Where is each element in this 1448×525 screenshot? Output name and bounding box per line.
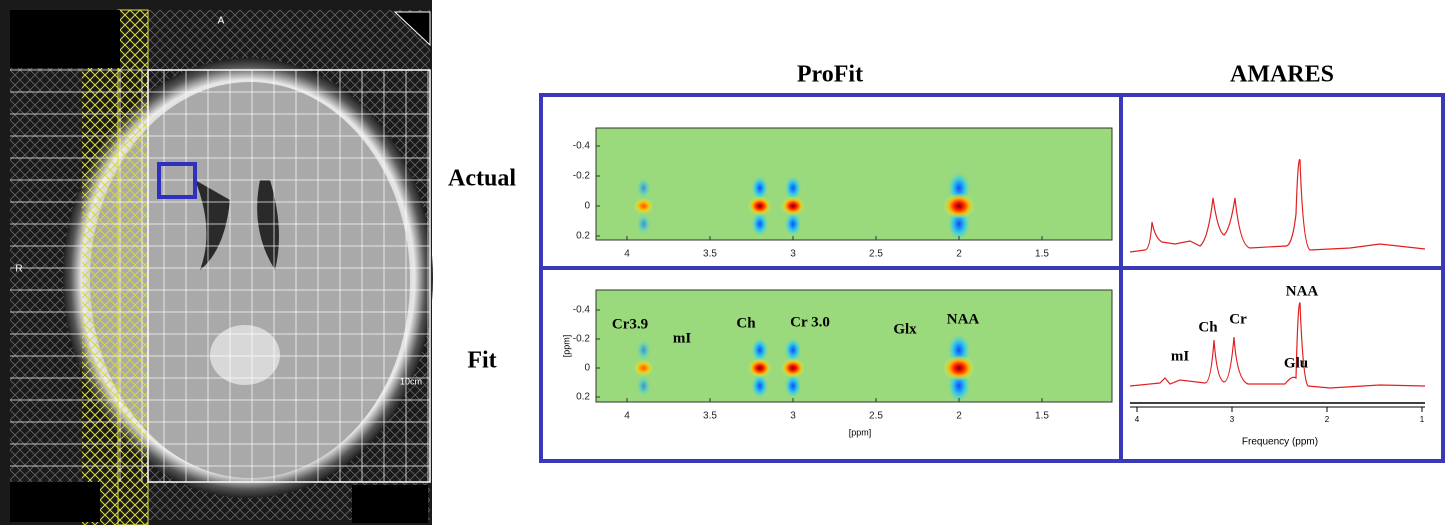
- y-tick-label: 0.2: [576, 392, 590, 403]
- x-tick-label: 2: [956, 249, 962, 260]
- orientation-label: A: [218, 16, 225, 27]
- x-tick-label: 2: [1325, 415, 1330, 424]
- negative-lobe: [785, 212, 802, 236]
- x-tick-label: 2: [956, 411, 962, 422]
- peak-label: mI: [1171, 348, 1189, 364]
- negative-lobe: [637, 340, 651, 360]
- y-axis-label: [ppm]: [561, 335, 571, 358]
- figure: A R 10cm ProFit AMARES Actual Fit 4 3.5 3 2…: [0, 0, 1448, 525]
- negative-lobe: [637, 178, 651, 198]
- x-tick-label: 3.5: [703, 411, 717, 422]
- peak: [943, 193, 975, 219]
- peak: [748, 196, 772, 215]
- peak-label: NAA: [947, 311, 980, 327]
- fit-spectrum: [1130, 303, 1425, 388]
- peak-label: Ch: [1198, 319, 1218, 335]
- negative-lobe: [785, 374, 802, 398]
- row-label: Fit: [467, 348, 496, 374]
- x-tick-label: 3.5: [703, 249, 717, 260]
- negative-lobe: [751, 338, 768, 362]
- negative-lobe: [785, 338, 802, 362]
- negative-lobe: [785, 176, 802, 200]
- y-tick-label: -0.4: [573, 305, 591, 316]
- orientation-label: R: [15, 264, 22, 275]
- scale-label: 10cm: [400, 376, 422, 386]
- peak-label: Cr: [1229, 311, 1247, 327]
- x-axis-label: [ppm]: [849, 427, 872, 437]
- x-tick-label: 4: [624, 411, 630, 422]
- x-tick-label: 3: [790, 411, 796, 422]
- negative-lobe: [637, 376, 651, 396]
- column-title: AMARES: [1230, 62, 1334, 88]
- peak-label: Cr3.9: [612, 316, 648, 332]
- x-tick-label: 2.5: [869, 249, 883, 260]
- peak-label: Glu: [1284, 355, 1308, 371]
- peak: [943, 355, 975, 381]
- x-tick-label: 1.5: [1035, 411, 1049, 422]
- y-tick-label: 0: [584, 201, 590, 212]
- x-axis-label: Frequency (ppm): [1242, 437, 1318, 448]
- negative-lobe: [751, 212, 768, 236]
- actual-spectrum: [1130, 160, 1425, 252]
- peak-label: Cr 3.0: [790, 314, 830, 330]
- x-tick-label: 2.5: [869, 411, 883, 422]
- negative-lobe: [751, 374, 768, 398]
- peak-label: NAA: [1286, 283, 1319, 299]
- corner-block: [352, 485, 428, 523]
- x-tick-label: 3: [1230, 415, 1235, 424]
- column-title: ProFit: [797, 62, 863, 88]
- spectral-map: [596, 128, 1112, 240]
- corner-block: [10, 482, 100, 522]
- y-tick-label: 0.2: [576, 231, 590, 242]
- peak-label: Glx: [893, 321, 917, 337]
- row-label: Actual: [448, 166, 516, 192]
- mri-image: A R 10cm: [0, 0, 433, 525]
- x-tick-label: 1.5: [1035, 249, 1049, 260]
- corner-block: [10, 10, 120, 68]
- x-tick-label: 1: [1420, 415, 1425, 424]
- peak: [781, 358, 805, 377]
- x-tick-label: 4: [1135, 415, 1140, 424]
- peak: [634, 360, 654, 376]
- figure-canvas: A R 10cm ProFit AMARES Actual Fit 4 3.5 3 2…: [0, 0, 1448, 525]
- y-tick-label: -0.2: [573, 171, 591, 182]
- peak: [781, 196, 805, 215]
- negative-lobe: [637, 214, 651, 234]
- y-tick-label: -0.2: [573, 334, 591, 345]
- y-tick-label: -0.4: [573, 141, 591, 152]
- negative-lobe: [751, 176, 768, 200]
- peak: [634, 198, 654, 214]
- peak-label: Ch: [736, 315, 756, 331]
- y-tick-label: 0: [584, 363, 590, 374]
- x-tick-label: 3: [790, 249, 796, 260]
- peak-label: mI: [673, 330, 691, 346]
- x-tick-label: 4: [624, 249, 630, 260]
- peak: [748, 358, 772, 377]
